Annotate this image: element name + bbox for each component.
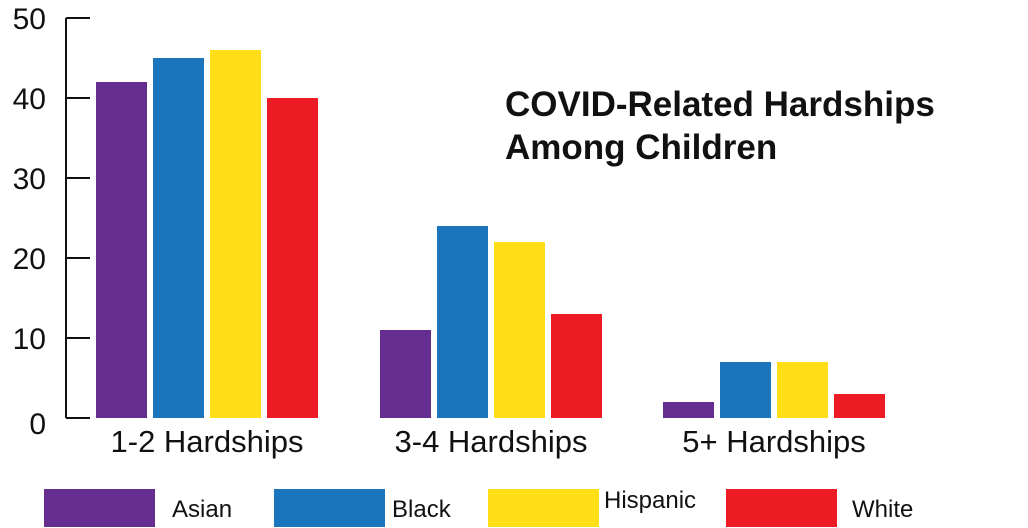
legend-swatch-white [726, 489, 837, 527]
bar-hispanic-2 [494, 242, 545, 418]
bar-black-2 [437, 226, 488, 418]
chart-title-line: Among Children [505, 128, 777, 167]
y-tick-label: 30 [13, 163, 46, 196]
category-label: 1-2 Hardships [111, 424, 304, 459]
bar-hispanic-1 [210, 50, 261, 418]
bar-asian-1 [96, 82, 147, 418]
legend-label-asian: Asian [172, 496, 232, 523]
y-tick-label: 50 [13, 3, 46, 36]
bar-black-3 [720, 362, 771, 418]
legend-label-hispanic: Hispanic [604, 487, 696, 514]
legend: Asian Black Hispanic White [44, 487, 913, 527]
bar-asian-3 [663, 402, 714, 418]
chart-title-line: COVID-Related Hardships [505, 85, 935, 124]
legend-swatch-asian [44, 489, 155, 527]
category-label: 5+ Hardships [682, 424, 866, 459]
legend-swatch-hispanic [488, 489, 599, 527]
bar-hispanic-3 [777, 362, 828, 418]
y-tick-label: 0 [29, 408, 46, 441]
x-axis-labels: 1-2 Hardships 3-4 Hardships 5+ Hardships [111, 424, 866, 459]
y-tick-label: 10 [13, 323, 46, 356]
y-axis: 0 10 20 30 40 50 [13, 3, 90, 441]
legend-label-white: White [852, 496, 913, 523]
legend-label-black: Black [392, 496, 452, 523]
chart-title: COVID-Related Hardships Among Children [505, 85, 935, 167]
bar-white-2 [551, 314, 602, 418]
y-tick-label: 40 [13, 83, 46, 116]
y-tick-label: 20 [13, 243, 46, 276]
bar-black-1 [153, 58, 204, 418]
category-label: 3-4 Hardships [395, 424, 588, 459]
bar-asian-2 [380, 330, 431, 418]
bar-white-3 [834, 394, 885, 418]
bar-white-1 [267, 98, 318, 418]
legend-swatch-black [274, 489, 385, 527]
bars [96, 50, 885, 418]
